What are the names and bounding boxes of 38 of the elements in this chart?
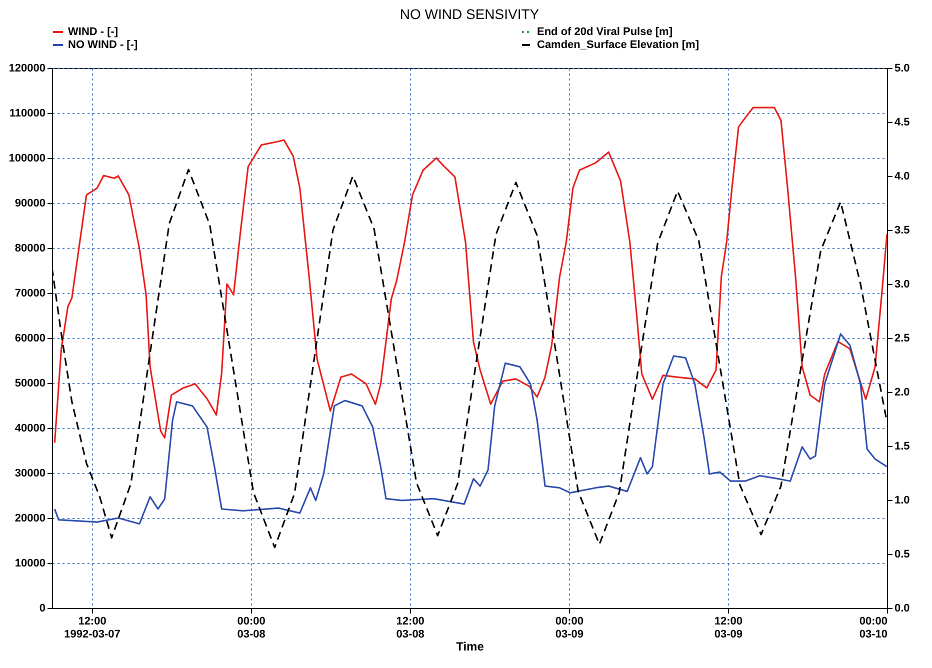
y-tick-label: 40000 xyxy=(14,422,46,434)
y-tick-label: 30000 xyxy=(14,468,46,480)
chart-title: NO WIND SENSIVITY xyxy=(400,6,540,22)
y2-tick-label: 0.5 xyxy=(894,548,910,560)
y-tick-label: 110000 xyxy=(9,108,46,120)
x-tick-label: 00:00 03-10 xyxy=(859,616,888,640)
y2-tick-label: 1.5 xyxy=(894,440,910,452)
x-tick-label: 00:00 03-09 xyxy=(555,616,584,640)
y2-tick-label: 1.0 xyxy=(894,494,910,506)
legend-label: Camden_Surface Elevation [m] xyxy=(537,39,700,51)
y-tick-label: 100000 xyxy=(8,152,46,164)
y-tick-label: 20000 xyxy=(14,512,46,524)
x-axis-title: Time xyxy=(456,640,484,654)
y-tick-label: 50000 xyxy=(14,378,46,390)
x-tick-label: 12:00 03-09 xyxy=(714,616,743,640)
x-tick-label: 12:00 03-08 xyxy=(396,616,424,640)
y2-tick-label: 3.0 xyxy=(894,278,910,290)
y-tick-label: 80000 xyxy=(14,242,46,254)
y-tick-label: 120000 xyxy=(8,62,46,74)
x-tick-label: 00:00 03-08 xyxy=(237,616,266,640)
y-tick-label: 10000 xyxy=(14,558,46,570)
y-tick-label: 0 xyxy=(39,602,46,614)
y2-tick-label: 4.0 xyxy=(894,170,910,182)
y2-tick-label: 2.5 xyxy=(894,332,910,344)
y2-tick-label: 3.5 xyxy=(894,224,910,236)
y-tick-label: 90000 xyxy=(14,198,46,210)
y2-tick-label: 2.0 xyxy=(894,386,910,398)
y2-tick-label: 0.0 xyxy=(894,602,910,614)
legend-label: WIND - [-] xyxy=(68,26,118,38)
line-series xyxy=(54,333,887,525)
line-series xyxy=(54,106,887,444)
y2-tick-label: 4.5 xyxy=(894,116,910,128)
x-tick-label: 12:00 1992-03-07 xyxy=(64,616,120,640)
legend-label: NO WIND - [-] xyxy=(68,39,138,51)
y-tick-label: 70000 xyxy=(14,288,46,300)
y-tick-label: 60000 xyxy=(14,332,46,344)
y2-tick-label: 5.0 xyxy=(894,62,910,74)
legend-label: End of 20d Viral Pulse [m] xyxy=(537,26,673,38)
